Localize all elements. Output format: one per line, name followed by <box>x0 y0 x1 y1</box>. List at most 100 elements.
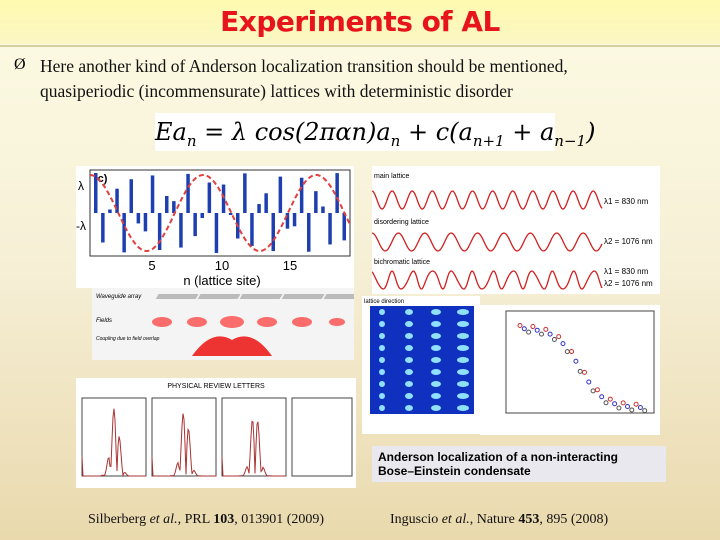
decor-blob <box>405 309 413 315</box>
plot-frame <box>89 169 351 257</box>
decor-bar <box>321 206 325 213</box>
decor-point <box>526 329 532 335</box>
cite-part: , Nature <box>469 512 519 527</box>
width-plot <box>480 305 660 435</box>
decor-blob <box>379 309 385 315</box>
decor-blob <box>431 357 441 363</box>
decor-point <box>612 401 618 407</box>
decor-bar <box>228 213 233 216</box>
fig-label: Waveguide array <box>96 294 142 300</box>
decor-bar <box>115 188 119 213</box>
decor-blob <box>379 321 385 327</box>
eq-sub: n−1 <box>554 131 587 150</box>
decor-point <box>517 323 523 329</box>
decor-blob <box>405 333 413 339</box>
decor-blob <box>379 345 385 351</box>
y-label: λ <box>78 179 84 193</box>
decor-spectrum <box>221 420 286 477</box>
decor-point <box>569 349 575 355</box>
cite-part: Inguscio <box>390 512 442 527</box>
decor-bar <box>122 213 126 253</box>
waveguides <box>155 294 354 299</box>
decor-frame <box>151 397 217 477</box>
decor-point <box>625 404 630 410</box>
cite-part: 103 <box>213 512 235 527</box>
decor-bar <box>221 184 226 213</box>
wavelength: λ1 = 830 nm <box>604 267 649 276</box>
decor-bar <box>278 176 283 213</box>
decor-point <box>573 358 579 364</box>
decor-blob <box>457 357 469 363</box>
decor-point <box>560 341 566 347</box>
decor-bar <box>264 193 268 213</box>
decor-bar <box>150 175 155 213</box>
decor-blob <box>431 405 441 411</box>
equation: Ean = λ cos(2παn)an + c(an+1 + an−1) <box>155 113 595 151</box>
decor-bar <box>172 201 176 213</box>
x-tick-label: 5 <box>148 258 155 273</box>
decor-bar <box>271 213 275 252</box>
decor-point <box>603 400 609 406</box>
eq-part: + c(a <box>400 118 473 146</box>
decor-blob <box>405 321 413 327</box>
x-tick-label: 15 <box>283 258 297 273</box>
decor-point <box>607 396 613 402</box>
decor-bar <box>179 213 183 248</box>
eq-sub: n <box>186 131 197 150</box>
cite-part: et al. <box>441 512 470 527</box>
eq-sub: n+1 <box>472 131 505 150</box>
decor-spectrum <box>151 413 216 477</box>
caption-line: Anderson localization of a non-interacti… <box>378 450 619 464</box>
decor-point <box>543 326 549 332</box>
decor-point <box>551 336 557 342</box>
decor-blob <box>457 309 469 315</box>
bullet-text: quasiperiodic (incommensurate) lattices … <box>40 81 513 101</box>
decor-blob <box>405 345 413 351</box>
decor-blob <box>431 345 441 351</box>
decor-point <box>629 407 635 413</box>
lattice-figure: (c) λ -λ 5 10 15 n (lattice site) <box>76 166 354 288</box>
overlap <box>192 336 272 356</box>
decor-bar <box>165 195 169 213</box>
decor-point <box>556 334 562 340</box>
decor-point <box>637 404 643 410</box>
decor-blob <box>379 405 385 411</box>
decor-point <box>547 331 553 337</box>
row-label: bichromatic lattice <box>374 259 430 266</box>
decor-blob <box>457 381 469 387</box>
decor-blob <box>457 369 469 375</box>
decor-bar <box>207 182 212 213</box>
decor-blob <box>405 393 413 399</box>
decor-bar <box>342 213 346 241</box>
eq-part: ) <box>586 118 596 146</box>
cite-part: Silberberg <box>88 512 150 527</box>
fig-label: Fields <box>96 318 112 324</box>
eq-sub: n <box>390 131 401 150</box>
decor-point <box>582 369 587 375</box>
eq-part: + a <box>504 118 555 146</box>
decor-point <box>530 324 536 330</box>
decor-point <box>586 379 592 385</box>
bullet-marker: Ø <box>14 56 26 73</box>
plot-frame <box>505 310 655 414</box>
decor-spectrum <box>81 408 146 478</box>
decor-point <box>620 400 626 406</box>
decor-frame <box>81 397 147 477</box>
decor-blob <box>379 393 385 399</box>
decor-bar <box>193 213 197 237</box>
decor-bar <box>307 213 311 252</box>
decor-bar <box>94 173 98 213</box>
x-tick-label: 10 <box>215 258 229 273</box>
decor-blob <box>457 321 469 327</box>
cite-part: , 895 (2008) <box>539 512 609 527</box>
decor-bar <box>143 213 148 232</box>
decor-blob <box>405 381 413 387</box>
decor-bar <box>250 213 254 246</box>
caption-line: Bose–Einstein condensate <box>378 464 531 478</box>
decor-point <box>642 408 648 414</box>
row-label: main lattice <box>374 173 410 180</box>
decor-bar <box>335 173 339 213</box>
wavelength: λ2 = 1076 nm <box>604 237 653 246</box>
wavelength: λ1 = 830 nm <box>604 197 649 206</box>
